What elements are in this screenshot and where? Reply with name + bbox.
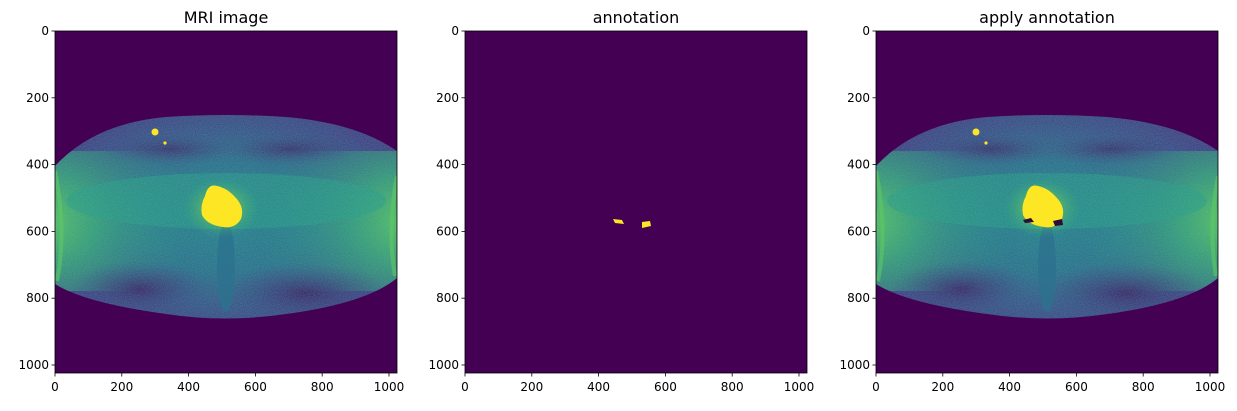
y-tick-label: 200 (847, 91, 870, 105)
x-tick-label: 200 (931, 380, 954, 394)
axes-frame (464, 30, 808, 374)
y-tick-label: 800 (847, 291, 870, 305)
x-tick-label: 600 (244, 380, 267, 394)
body-region (55, 115, 397, 319)
panel-title: MRI image (184, 8, 269, 27)
axes-frame (875, 30, 1219, 374)
y-tick-label: 1000 (428, 358, 459, 372)
mri-slice-with-mask (876, 31, 1218, 373)
x-tick-label: 800 (721, 380, 744, 394)
bright-spot-small (163, 141, 167, 145)
x-tick-label: 200 (520, 380, 543, 394)
mask-hole-left (1023, 218, 1034, 223)
panel-annotation: annotation 0 0 200 200 400 400 600 600 800 800 1000… (428, 8, 814, 394)
mask-blob-left (613, 219, 624, 224)
y-tick-label: 0 (862, 24, 870, 38)
y-tick-label: 400 (436, 158, 459, 172)
panel-title: annotation (593, 8, 680, 27)
x-tick-label: 600 (1065, 380, 1088, 394)
x-tick-label: 600 (654, 380, 677, 394)
x-tick-label: 0 (51, 380, 59, 394)
x-tick-label: 400 (177, 380, 200, 394)
panel-mri: MRI image 0 0 200 200 400 400 600 600 800 800 1000 1… (18, 8, 405, 394)
bright-spot (151, 128, 159, 136)
y-tick-label: 1000 (18, 358, 49, 372)
mask-hole-right (1053, 219, 1063, 226)
tumor-mass (201, 185, 243, 228)
panel-applied: apply annotation 0 0 200 200 400 400 600 600 800 8… (839, 8, 1226, 394)
y-tick-label: 800 (26, 291, 49, 305)
y-tick-label: 400 (847, 158, 870, 172)
bright-spot-small (984, 141, 988, 145)
axes-frame (54, 30, 398, 374)
y-tick-label: 0 (451, 24, 459, 38)
panel-title: apply annotation (979, 8, 1115, 27)
annotation-mask (465, 31, 807, 373)
x-tick-label: 0 (461, 380, 469, 394)
x-tick-label: 400 (587, 380, 610, 394)
y-tick-label: 0 (41, 24, 49, 38)
x-tick-label: 1000 (374, 380, 405, 394)
y-tick-label: 200 (26, 91, 49, 105)
y-tick-label: 800 (436, 291, 459, 305)
x-tick-label: 1000 (1195, 380, 1226, 394)
x-tick-label: 0 (872, 380, 880, 394)
image-background (465, 31, 807, 373)
mri-slice (55, 31, 397, 373)
mask-blob-right (642, 221, 651, 228)
y-tick-label: 200 (436, 91, 459, 105)
x-tick-label: 800 (311, 380, 334, 394)
x-tick-label: 1000 (784, 380, 815, 394)
bright-spot (972, 128, 980, 136)
x-tick-label: 800 (1132, 380, 1155, 394)
y-tick-label: 600 (847, 224, 870, 238)
x-tick-label: 200 (110, 380, 133, 394)
y-tick-label: 400 (26, 158, 49, 172)
y-tick-label: 600 (436, 224, 459, 238)
body-region (876, 115, 1218, 319)
x-tick-label: 400 (998, 380, 1021, 394)
tumor-mass (1022, 185, 1064, 228)
y-tick-label: 1000 (839, 358, 870, 372)
y-tick-label: 600 (26, 224, 49, 238)
